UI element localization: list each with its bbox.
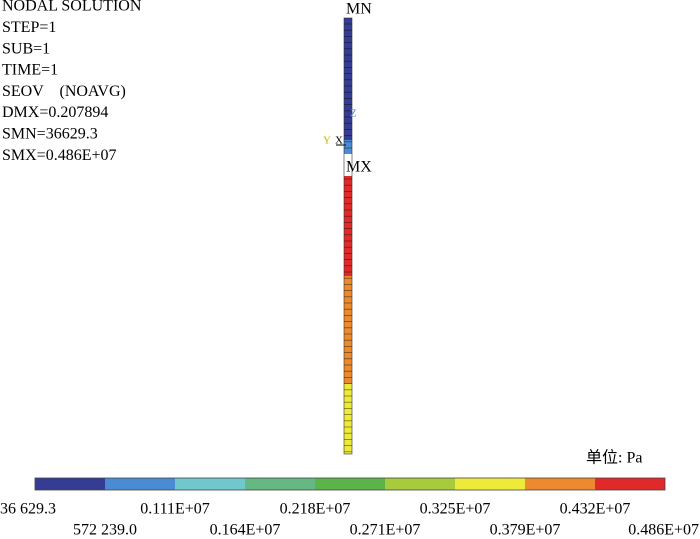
axis-label: X xyxy=(335,135,343,147)
header-line: TIME=1 xyxy=(2,62,58,79)
legend-swatch xyxy=(385,478,455,490)
min-label: MN xyxy=(346,1,372,18)
legend-label: 0.325E+07 xyxy=(420,501,491,518)
legend-swatch xyxy=(525,478,595,490)
axis-label: Z xyxy=(350,108,357,120)
beam-segment xyxy=(344,18,352,140)
legend-label: 0.111E+07 xyxy=(140,501,210,518)
beam-segment xyxy=(344,140,352,154)
header-line: SUB=1 xyxy=(2,40,50,57)
legend-label: 0.432E+07 xyxy=(560,501,631,518)
legend-swatch xyxy=(175,478,245,490)
legend-label: 0.379E+07 xyxy=(490,522,561,539)
beam-outline xyxy=(343,17,353,455)
legend-label: 0.271E+07 xyxy=(350,522,421,539)
beam-segment xyxy=(344,176,352,276)
legend-swatch xyxy=(245,478,315,490)
header-line: SMN=36629.3 xyxy=(2,125,98,142)
max-label: MX xyxy=(346,159,372,176)
unit-label: 单位: Pa xyxy=(586,449,642,467)
axis-label: Y xyxy=(323,135,331,147)
header-line: STEP=1 xyxy=(2,19,56,36)
beam-segment xyxy=(344,384,352,454)
beam-segment xyxy=(344,276,352,384)
legend-label: 0.164E+07 xyxy=(210,522,281,539)
legend-swatch xyxy=(35,478,105,490)
legend-label: 0.486E+07 xyxy=(628,522,699,539)
legend-swatch xyxy=(595,478,665,490)
legend-label: 36 629.3 xyxy=(0,501,56,518)
header-line: DMX=0.207894 xyxy=(2,104,108,121)
legend-label: 0.218E+07 xyxy=(280,501,351,518)
legend-swatch xyxy=(315,478,385,490)
header-line: SMX=0.486E+07 xyxy=(2,147,117,164)
legend-outline xyxy=(34,477,666,491)
header-line: NODAL SOLUTION xyxy=(2,0,142,15)
header-line: SEOV (NOAVG) xyxy=(2,83,126,100)
legend-label: 572 239.0 xyxy=(73,522,137,539)
legend-swatch xyxy=(105,478,175,490)
legend-swatch xyxy=(455,478,525,490)
beam xyxy=(336,17,353,455)
